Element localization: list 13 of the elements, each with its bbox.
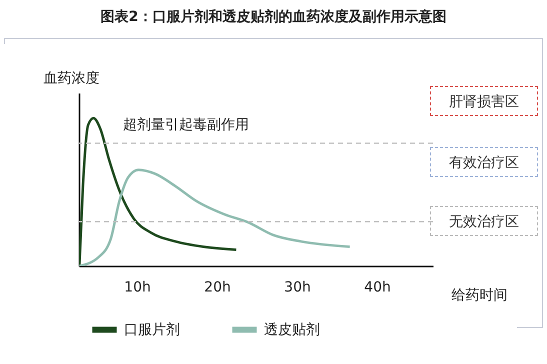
text: 无效治疗区: [430, 206, 538, 236]
x-tick-label: 20h: [204, 280, 231, 296]
x-tick-label: 10h: [124, 280, 151, 296]
text: 有效治疗区: [430, 147, 538, 177]
x-axis-title: 给药时间: [452, 288, 508, 304]
legend-label: 透皮贴剂: [264, 322, 320, 338]
legend-label: 口服片剂: [124, 322, 180, 338]
text: 肝肾损害区: [430, 86, 538, 116]
annotation: 超剂量引起毒副作用: [123, 117, 249, 133]
x-tick-label: 30h: [284, 280, 311, 296]
y-axis-title: 血药浓度: [44, 70, 100, 86]
chart-title: 图表2：口服片剂和透皮贴剂的血药浓度及副作用示意图: [100, 8, 448, 26]
x-tick-label: 40h: [364, 280, 391, 296]
